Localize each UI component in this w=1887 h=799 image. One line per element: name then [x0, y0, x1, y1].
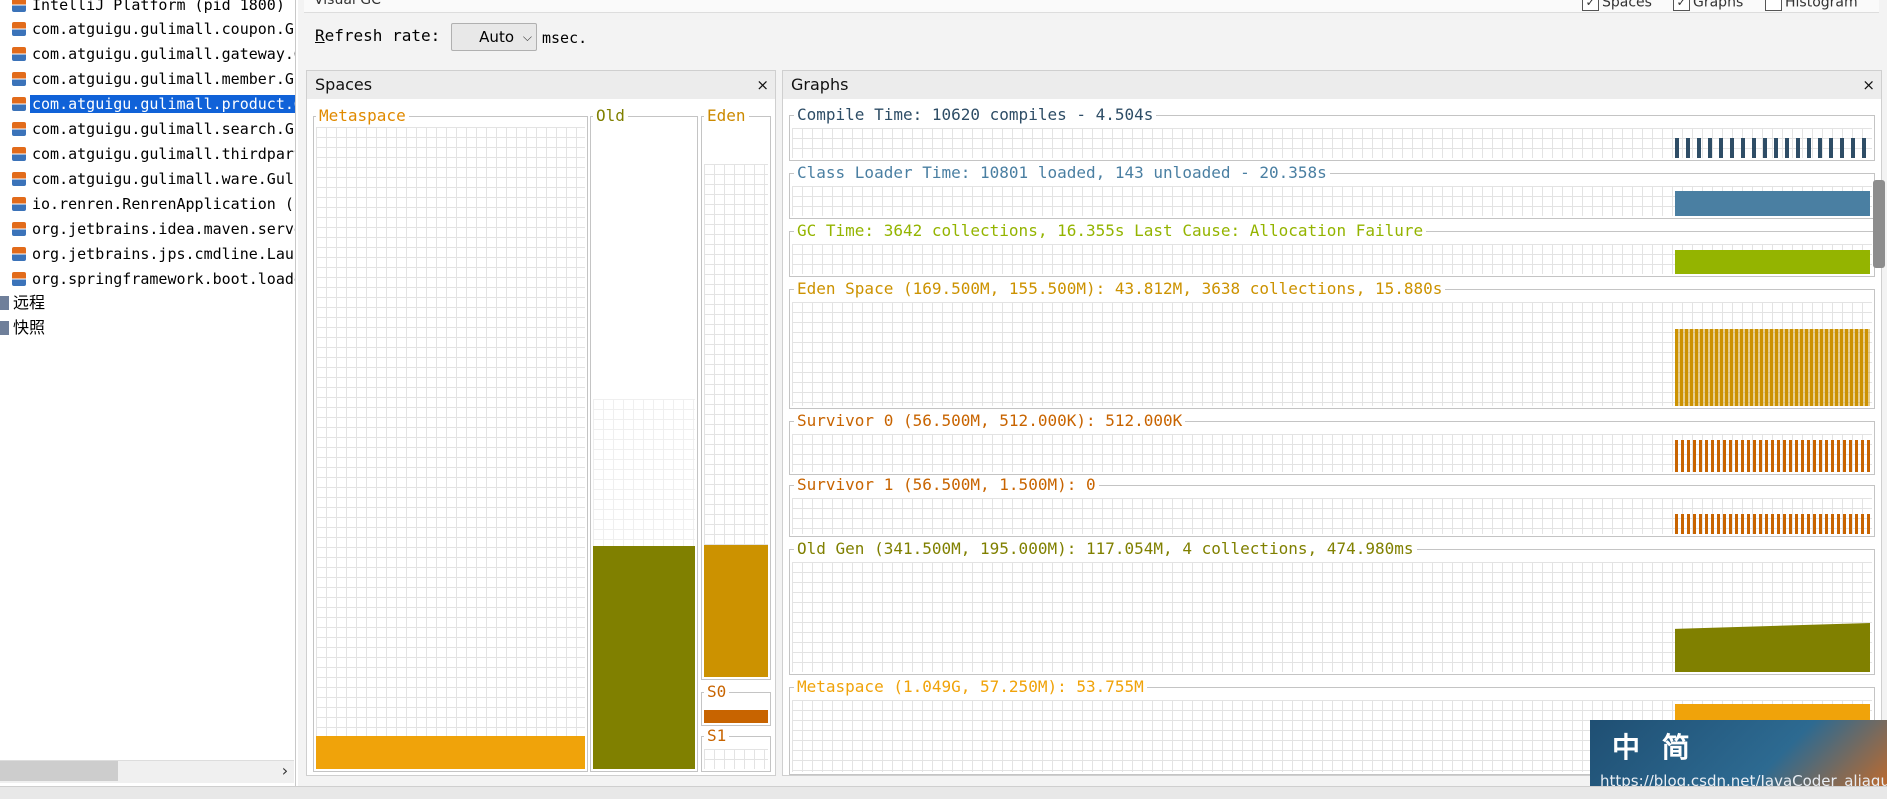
scroll-right-arrow-icon[interactable]: › — [281, 761, 289, 780]
graph-1: Class Loader Time: 10801 loaded, 143 unl… — [789, 163, 1875, 219]
graph-title: Survivor 0 (56.500M, 512.000K): 512.000K — [794, 411, 1186, 431]
survivor0-box: S0 — [701, 683, 771, 726]
graph-activity — [1675, 191, 1870, 216]
java-process-icon — [12, 247, 26, 261]
graph-title: GC Time: 3642 collections, 16.355s Last … — [794, 221, 1427, 241]
tree-root-remote[interactable]: 远程 — [0, 291, 45, 315]
spaces-checkbox[interactable]: ✓ Spaces — [1582, 0, 1652, 11]
watermark-logo: 中 简 https://blog.csdn.net/JavaCoder_alia… — [1590, 720, 1887, 798]
metaspace-box: Metaspace — [313, 107, 588, 772]
tree-item[interactable]: com.atguigu.gulimall.coupon.Gu — [12, 17, 295, 41]
visual-gc-title: Visual GC — [314, 0, 381, 8]
close-icon[interactable]: × — [756, 76, 769, 94]
graph-activity — [1675, 250, 1870, 274]
java-process-icon — [12, 47, 26, 61]
graph-activity — [1675, 138, 1870, 158]
tree-item[interactable]: org.springframework.boot.loade — [12, 267, 295, 291]
histogram-checkbox[interactable]: Histogram — [1765, 0, 1858, 11]
java-process-icon — [12, 272, 26, 286]
graph-title: Metaspace (1.049G, 57.250M): 53.755M — [794, 677, 1147, 697]
survivor0-used-fill — [704, 710, 768, 723]
graphs-panel: Compile Time: 10620 compiles - 4.504s Cla… — [782, 99, 1882, 776]
eden-box: Eden — [701, 107, 771, 680]
graph-title: Eden Space (169.500M, 155.500M): 43.812M… — [794, 279, 1446, 299]
spaces-panel-header: Spaces × — [306, 70, 776, 100]
graph-5: Survivor 1 (56.500M, 1.500M): 0 — [789, 475, 1875, 537]
refresh-rate-select[interactable]: Auto ⌵ — [451, 23, 537, 51]
vertical-scrollbar-thumb[interactable] — [1873, 180, 1885, 268]
remote-host-icon — [0, 296, 9, 310]
graph-0: Compile Time: 10620 compiles - 4.504s — [789, 105, 1875, 161]
survivor1-box: S1 — [701, 727, 771, 772]
snapshot-icon — [0, 321, 9, 335]
tree-item[interactable]: org.jetbrains.jps.cmdline.Laun — [12, 242, 295, 266]
checkmark-icon[interactable]: ✓ — [1673, 0, 1690, 11]
tree-item[interactable]: org.jetbrains.idea.maven.serve — [12, 217, 295, 241]
graph-title: Survivor 1 (56.500M, 1.500M): 0 — [794, 475, 1099, 495]
graphs-panel-header: Graphs × — [782, 70, 1882, 100]
refresh-rate-unit: msec. — [542, 29, 588, 47]
old-gen-box: Old — [590, 107, 698, 772]
java-process-icon — [12, 97, 26, 111]
graph-activity — [1675, 329, 1870, 406]
tree-item[interactable]: com.atguigu.gulimall.search.Gu — [12, 117, 295, 141]
java-process-icon — [12, 0, 26, 12]
tree-item[interactable]: io.renren.RenrenApplication (p — [12, 192, 295, 216]
java-process-icon — [12, 147, 26, 161]
graph-2: GC Time: 3642 collections, 16.355s Last … — [789, 221, 1875, 277]
java-process-icon — [12, 22, 26, 36]
graphs-checkbox[interactable]: ✓ Graphs — [1673, 0, 1743, 11]
scrollbar-thumb[interactable] — [0, 761, 118, 781]
metaspace-used-fill — [316, 736, 585, 769]
checkmark-icon[interactable]: ✓ — [1582, 0, 1599, 11]
graph-activity — [1675, 704, 1870, 725]
graph-activity — [1675, 623, 1870, 672]
java-process-icon — [12, 172, 26, 186]
graph-activity — [1675, 440, 1870, 472]
graph-title: Class Loader Time: 10801 loaded, 143 unl… — [794, 163, 1330, 183]
close-icon[interactable]: × — [1862, 76, 1875, 94]
graph-6: Old Gen (341.500M, 195.000M): 117.054M, … — [789, 539, 1875, 675]
tree-item[interactable]: com.atguigu.gulimall.thirdpart — [12, 142, 295, 166]
eden-used-fill — [704, 545, 768, 677]
graph-3: Eden Space (169.500M, 155.500M): 43.812M… — [789, 279, 1875, 409]
application-tree[interactable]: IntelliJ Platform (pid 1800) com.atguigu… — [0, 0, 296, 786]
tree-item[interactable]: com.atguigu.gulimall.gateway.G — [12, 42, 295, 66]
java-process-icon — [12, 122, 26, 136]
graph-title: Old Gen (341.500M, 195.000M): 117.054M, … — [794, 539, 1417, 559]
java-process-icon — [12, 72, 26, 86]
refresh-rate-label: Refresh rate: — [315, 26, 441, 45]
tree-item[interactable]: IntelliJ Platform (pid 1800) — [12, 0, 287, 17]
chevron-down-icon: ⌵ — [522, 30, 532, 44]
spaces-panel: Metaspace Old Eden S0 S1 — [306, 99, 776, 776]
java-process-icon — [12, 222, 26, 236]
tree-item[interactable]: com.atguigu.gulimall.member.Gu — [12, 67, 295, 91]
graph-4: Survivor 0 (56.500M, 512.000K): 512.000K — [789, 411, 1875, 475]
graph-activity — [1675, 514, 1870, 534]
old-gen-used-fill — [593, 546, 695, 769]
tree-root-snapshots[interactable]: 快照 — [0, 316, 45, 340]
status-bar — [0, 786, 1887, 799]
graph-title: Compile Time: 10620 compiles - 4.504s — [794, 105, 1157, 125]
visual-gc-header — [304, 0, 1879, 13]
tree-item-selected[interactable]: com.atguigu.gulimall.product.G — [12, 92, 295, 116]
tree-item[interactable]: com.atguigu.gulimall.ware.Gulin — [12, 167, 295, 191]
java-process-icon — [12, 197, 26, 211]
